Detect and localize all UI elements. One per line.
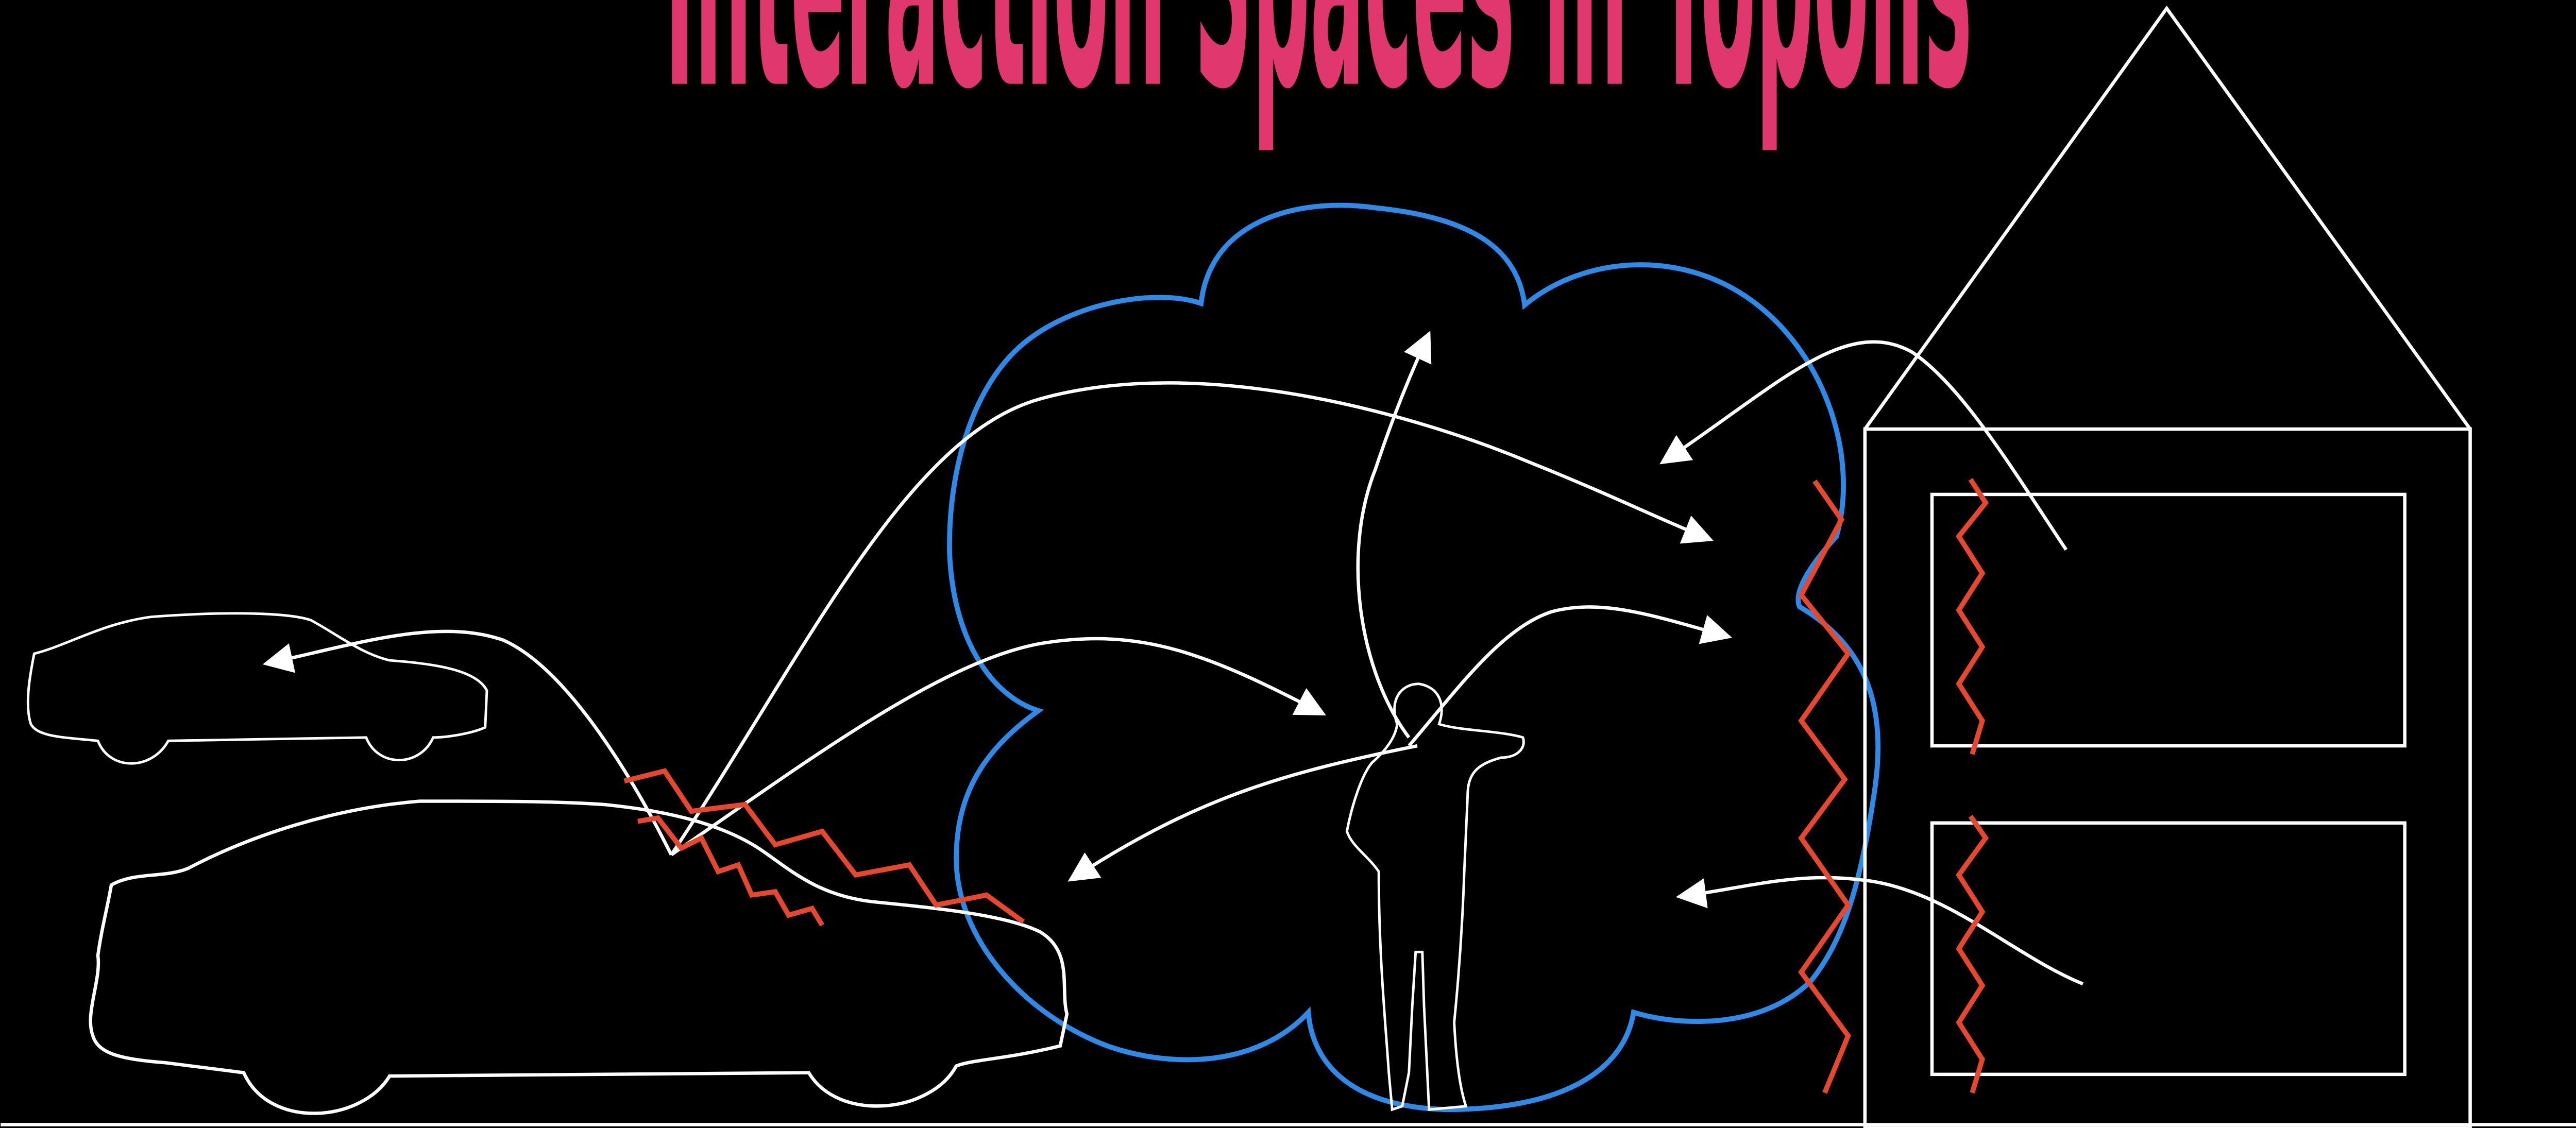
arrow-lower-window-out <box>1675 876 2084 986</box>
house-window-upper <box>1930 492 2406 748</box>
house-roof <box>1863 5 2472 430</box>
car-barrier-upper <box>623 768 1025 924</box>
big-car-silhouette <box>89 799 1069 1115</box>
arrow-upper-window-out <box>1659 340 2068 551</box>
car-barrier-lower <box>637 815 824 927</box>
interaction-arrows <box>262 331 2084 986</box>
house <box>1863 5 2472 1128</box>
lower-window-barrier <box>1956 814 1989 1094</box>
arrow-person-to-left <box>1067 744 1418 882</box>
arrow-person-to-house <box>1408 605 1732 747</box>
house-window-lower <box>1930 821 2406 1076</box>
upper-window-barrier <box>1956 478 1989 755</box>
arrow-car-to-small-car <box>262 629 673 856</box>
arrow-car-to-person <box>670 637 1326 857</box>
page-title: Interaction Spaces in Topolis <box>665 0 1972 159</box>
interaction-space-cloud <box>947 202 1881 1113</box>
arrow-car-to-house <box>670 381 1714 856</box>
person-silhouette <box>1345 682 1525 1112</box>
house-body <box>1863 427 2472 1128</box>
arrow-person-to-sky <box>1356 331 1432 739</box>
small-car-silhouette <box>26 612 488 765</box>
cloud-barrier <box>1798 480 1852 1094</box>
barriers <box>623 478 1989 1094</box>
